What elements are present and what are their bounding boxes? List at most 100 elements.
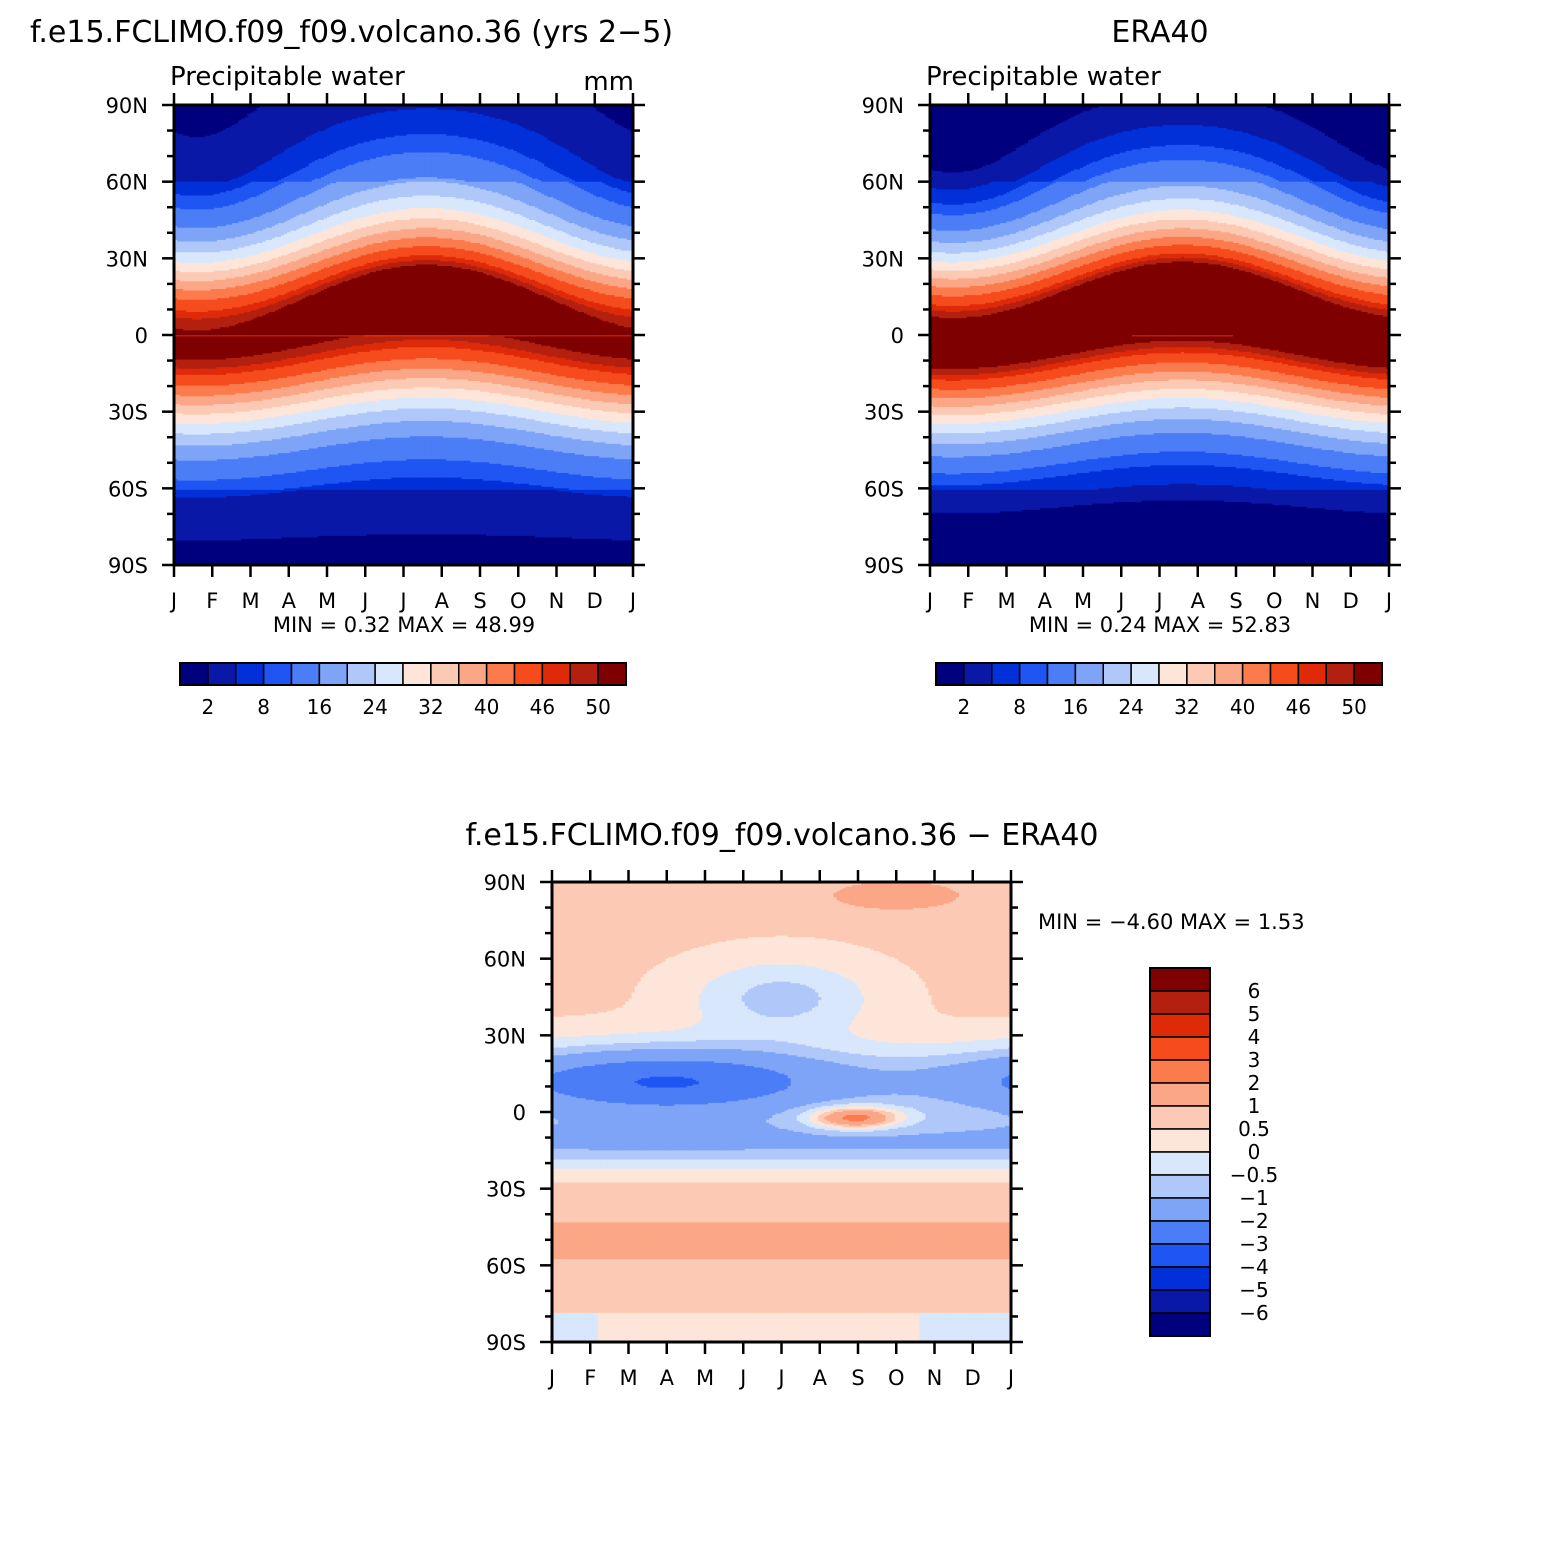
contour-band [449, 347, 454, 361]
contour-band [486, 115, 490, 143]
contour-band [333, 368, 337, 379]
contour-band [532, 353, 536, 361]
contour-band [382, 264, 386, 270]
contour-band [281, 295, 285, 301]
contour-band [314, 335, 319, 338]
contour-band [333, 483, 337, 491]
contour-band [363, 440, 368, 463]
contour-band [593, 477, 597, 491]
contour-band [480, 114, 484, 141]
contour-band [486, 391, 490, 404]
contour-band [568, 359, 573, 368]
contour-band [330, 172, 334, 184]
contour-band [314, 190, 319, 209]
contour-band [455, 410, 460, 423]
contour-band [547, 226, 551, 239]
contour-band [320, 336, 325, 344]
contour-band [235, 496, 239, 542]
contour-band [253, 430, 258, 443]
contour-band [330, 227, 334, 239]
contour-band [219, 385, 224, 396]
contour-band [464, 399, 469, 411]
contour-band [461, 379, 466, 390]
contour-band [476, 105, 481, 115]
contour-band [394, 399, 398, 411]
contour-band [293, 279, 297, 292]
contour-band [418, 420, 423, 437]
contour-band [519, 183, 524, 203]
contour-band [256, 370, 261, 382]
contour-band [525, 351, 530, 359]
contour-band [235, 489, 239, 497]
contour-band [327, 445, 331, 468]
contour-band [345, 232, 350, 244]
contour-band [293, 336, 297, 350]
contour-band [535, 178, 539, 192]
contour-band [507, 197, 512, 212]
contour-band [507, 385, 512, 396]
contour-band [467, 241, 472, 252]
contour-band [299, 141, 304, 170]
contour-band [516, 356, 521, 370]
contour-band [320, 206, 325, 221]
contour-band [587, 494, 591, 540]
contour-band [229, 496, 233, 542]
contour-band [302, 356, 307, 364]
contour-band [528, 220, 533, 232]
contour-band [290, 473, 294, 489]
contour-band [232, 325, 236, 336]
contour-band [584, 381, 588, 391]
contour-band [590, 316, 594, 336]
contour-band [608, 105, 613, 120]
contour-band [372, 381, 377, 391]
contour-band [629, 327, 633, 336]
contour-band [562, 396, 567, 407]
contour-band [226, 459, 230, 480]
contour-band [342, 443, 346, 466]
contour-band [596, 335, 600, 338]
contour-band [274, 224, 279, 238]
contour-band [568, 284, 573, 296]
contour-band [250, 336, 255, 358]
contour-band [930, 473, 934, 486]
contour-band [189, 336, 193, 361]
contour-band [354, 163, 359, 183]
contour-band [382, 342, 386, 350]
contour-band [195, 290, 200, 301]
contour-band [418, 335, 423, 338]
contour-band [480, 105, 484, 115]
contour-band [278, 474, 282, 491]
contour-band [599, 264, 603, 275]
contour-band [528, 241, 533, 252]
contour-band [507, 354, 512, 368]
contour-band [299, 181, 304, 198]
contour-band [559, 473, 564, 489]
contour-band [265, 299, 270, 307]
contour-band [492, 373, 496, 385]
contour-band [296, 229, 301, 241]
contour-band [296, 385, 301, 396]
contour-band [357, 364, 362, 374]
contour-band [308, 448, 313, 471]
contour-band [372, 243, 377, 253]
contour-band [226, 489, 230, 497]
contour-band [186, 135, 190, 183]
contour-band [385, 181, 389, 186]
contour-band [437, 339, 441, 348]
contour-band [216, 270, 221, 281]
contour-band [590, 419, 594, 431]
contour-band [327, 407, 331, 419]
contour-band [519, 350, 524, 359]
contour-band [587, 307, 591, 316]
contour-band [516, 336, 521, 341]
contour-band [207, 330, 212, 336]
contour-band [461, 388, 466, 400]
contour-band [382, 479, 386, 491]
contour-band [467, 439, 472, 462]
contour-band [522, 287, 527, 336]
contour-band [933, 443, 937, 457]
contour-band [427, 105, 432, 109]
contour-band [372, 267, 377, 273]
contour-band [440, 255, 444, 262]
contour-band [590, 307, 594, 318]
